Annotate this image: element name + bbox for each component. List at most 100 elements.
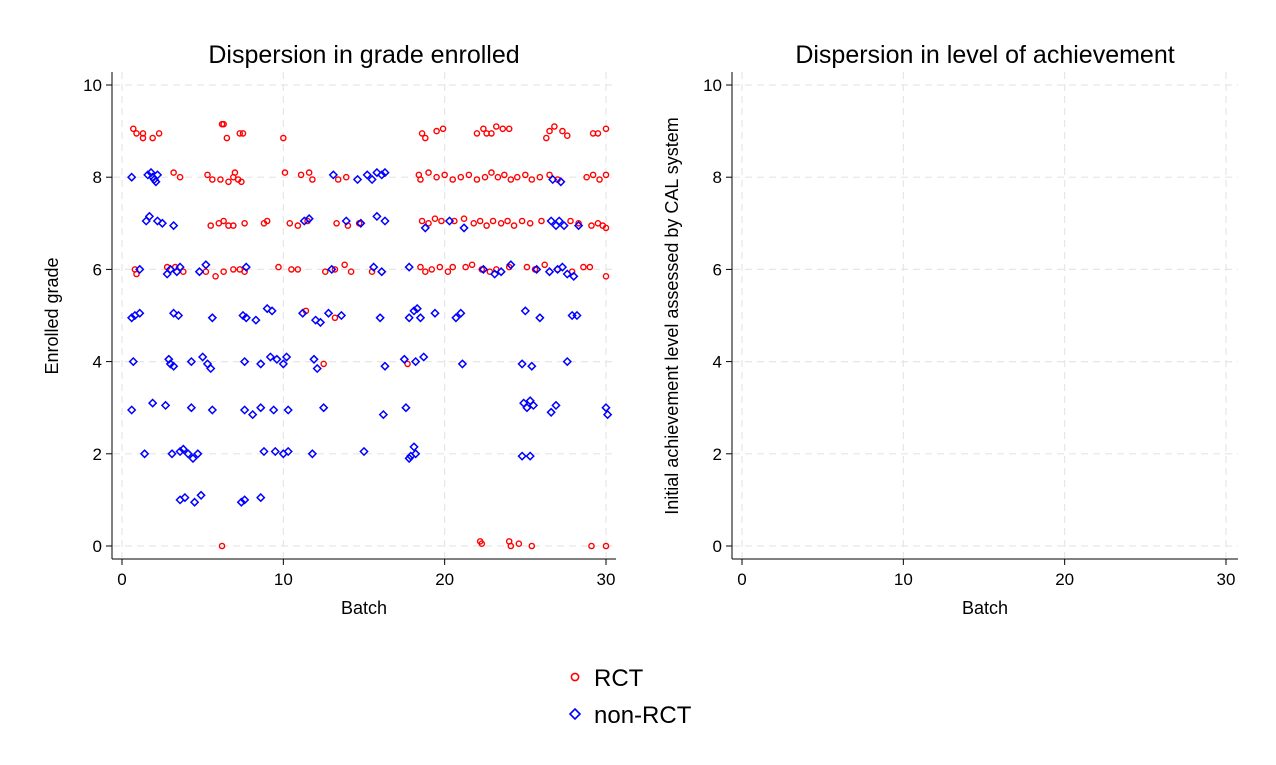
point-non-rct — [420, 223, 430, 233]
point-non-rct — [157, 218, 167, 228]
y-tick-label: 10 — [703, 76, 722, 95]
point-non-rct — [377, 267, 387, 277]
point-rct — [551, 123, 558, 130]
point-non-rct — [189, 497, 200, 507]
point-rct — [575, 219, 582, 227]
point-non-rct — [165, 264, 176, 275]
point-rct — [294, 266, 302, 273]
point-rct — [333, 219, 340, 227]
point-rct — [563, 132, 571, 140]
point-rct — [602, 224, 610, 232]
point-non-rct — [312, 363, 322, 374]
point-rct — [504, 217, 511, 225]
point-non-rct — [415, 313, 426, 323]
gridlines-1 — [106, 72, 616, 565]
point-non-rct — [239, 356, 250, 367]
y-tick-label: 6 — [93, 260, 102, 279]
panel-grade-enrolled: Dispersion in grade enrolled 0 2 4 6 8 10 0 10… — [42, 41, 616, 618]
point-rct — [425, 219, 432, 227]
point-rct — [288, 266, 295, 273]
y-tick-label: 6 — [713, 260, 722, 279]
x-tick-label: 10 — [274, 570, 293, 589]
point-non-rct — [601, 403, 611, 413]
point-rct — [505, 125, 513, 133]
point-rct — [331, 266, 339, 273]
x-tick-label: 20 — [435, 570, 454, 589]
point-non-rct — [562, 356, 572, 367]
point-non-rct — [573, 220, 584, 231]
point-non-rct — [239, 405, 250, 415]
point-rct — [460, 215, 468, 222]
point-non-rct — [559, 220, 569, 231]
point-non-rct — [135, 308, 145, 318]
point-non-rct — [256, 359, 266, 369]
point-non-rct — [369, 262, 379, 272]
point-rct — [425, 169, 432, 176]
point-rct — [492, 123, 500, 130]
y-tick-labels-2: 0 2 4 6 8 10 — [703, 76, 722, 556]
point-non-rct — [551, 400, 561, 411]
point-rct — [501, 171, 508, 179]
point-rct — [404, 360, 411, 368]
point-rct — [422, 134, 429, 142]
point-non-rct — [268, 405, 279, 415]
point-rct — [473, 176, 481, 183]
x-axis-title-1: Batch — [341, 598, 387, 618]
point-rct — [602, 273, 610, 280]
point-rct — [541, 261, 548, 269]
point-rct — [155, 130, 163, 137]
point-rct — [483, 222, 490, 229]
point-non-rct — [478, 264, 489, 275]
point-non-rct — [412, 303, 422, 314]
point-rct — [499, 125, 507, 133]
point-rct — [209, 176, 216, 183]
point-rct — [321, 268, 329, 276]
point-rct — [347, 268, 355, 276]
point-non-rct — [152, 170, 163, 180]
point-non-rct — [127, 405, 137, 415]
point-non-rct — [241, 262, 251, 272]
point-rct — [462, 263, 469, 271]
point-rct — [510, 222, 518, 229]
y-tick-label: 8 — [713, 168, 722, 187]
point-non-rct — [496, 267, 506, 277]
point-non-rct — [546, 407, 556, 417]
point-non-rct — [186, 403, 197, 413]
point-rct — [275, 263, 282, 271]
point-non-rct — [168, 361, 179, 371]
point-rct — [588, 542, 595, 550]
point-rct — [294, 222, 302, 229]
y-tick-label: 0 — [93, 537, 102, 556]
point-non-rct — [410, 449, 421, 459]
point-rct — [602, 125, 610, 133]
panel-level-of-achievement: Dispersion in level of achievement 0 2 4 6 8… — [662, 41, 1238, 618]
point-rct — [286, 219, 294, 227]
point-rct — [223, 134, 231, 142]
point-non-rct — [127, 172, 137, 182]
gridlines-2 — [726, 72, 1238, 565]
point-non-rct — [328, 170, 339, 180]
point-non-rct — [193, 449, 203, 459]
chart-title-1: Dispersion in grade enrolled — [208, 41, 519, 69]
point-non-rct — [239, 495, 250, 505]
point-rct — [438, 217, 445, 225]
point-non-rct — [127, 313, 137, 323]
y-axis-title-1: Enrolled grade — [42, 257, 62, 374]
point-non-rct — [143, 170, 153, 180]
point-non-rct — [267, 306, 277, 316]
x-axis-title-2: Batch — [962, 598, 1008, 618]
point-non-rct — [175, 262, 185, 272]
point-non-rct — [281, 352, 292, 362]
chart-title-2: Dispersion in level of achievement — [795, 41, 1174, 69]
legend-label-rct: RCT — [594, 665, 644, 692]
point-rct — [149, 134, 156, 142]
point-rct — [507, 542, 515, 550]
point-non-rct — [201, 260, 211, 270]
point-rct — [433, 173, 440, 181]
point-non-rct — [178, 444, 188, 454]
point-rct — [449, 176, 457, 183]
point-non-rct — [194, 267, 205, 277]
point-non-rct — [186, 356, 197, 367]
point-non-rct — [419, 352, 429, 362]
